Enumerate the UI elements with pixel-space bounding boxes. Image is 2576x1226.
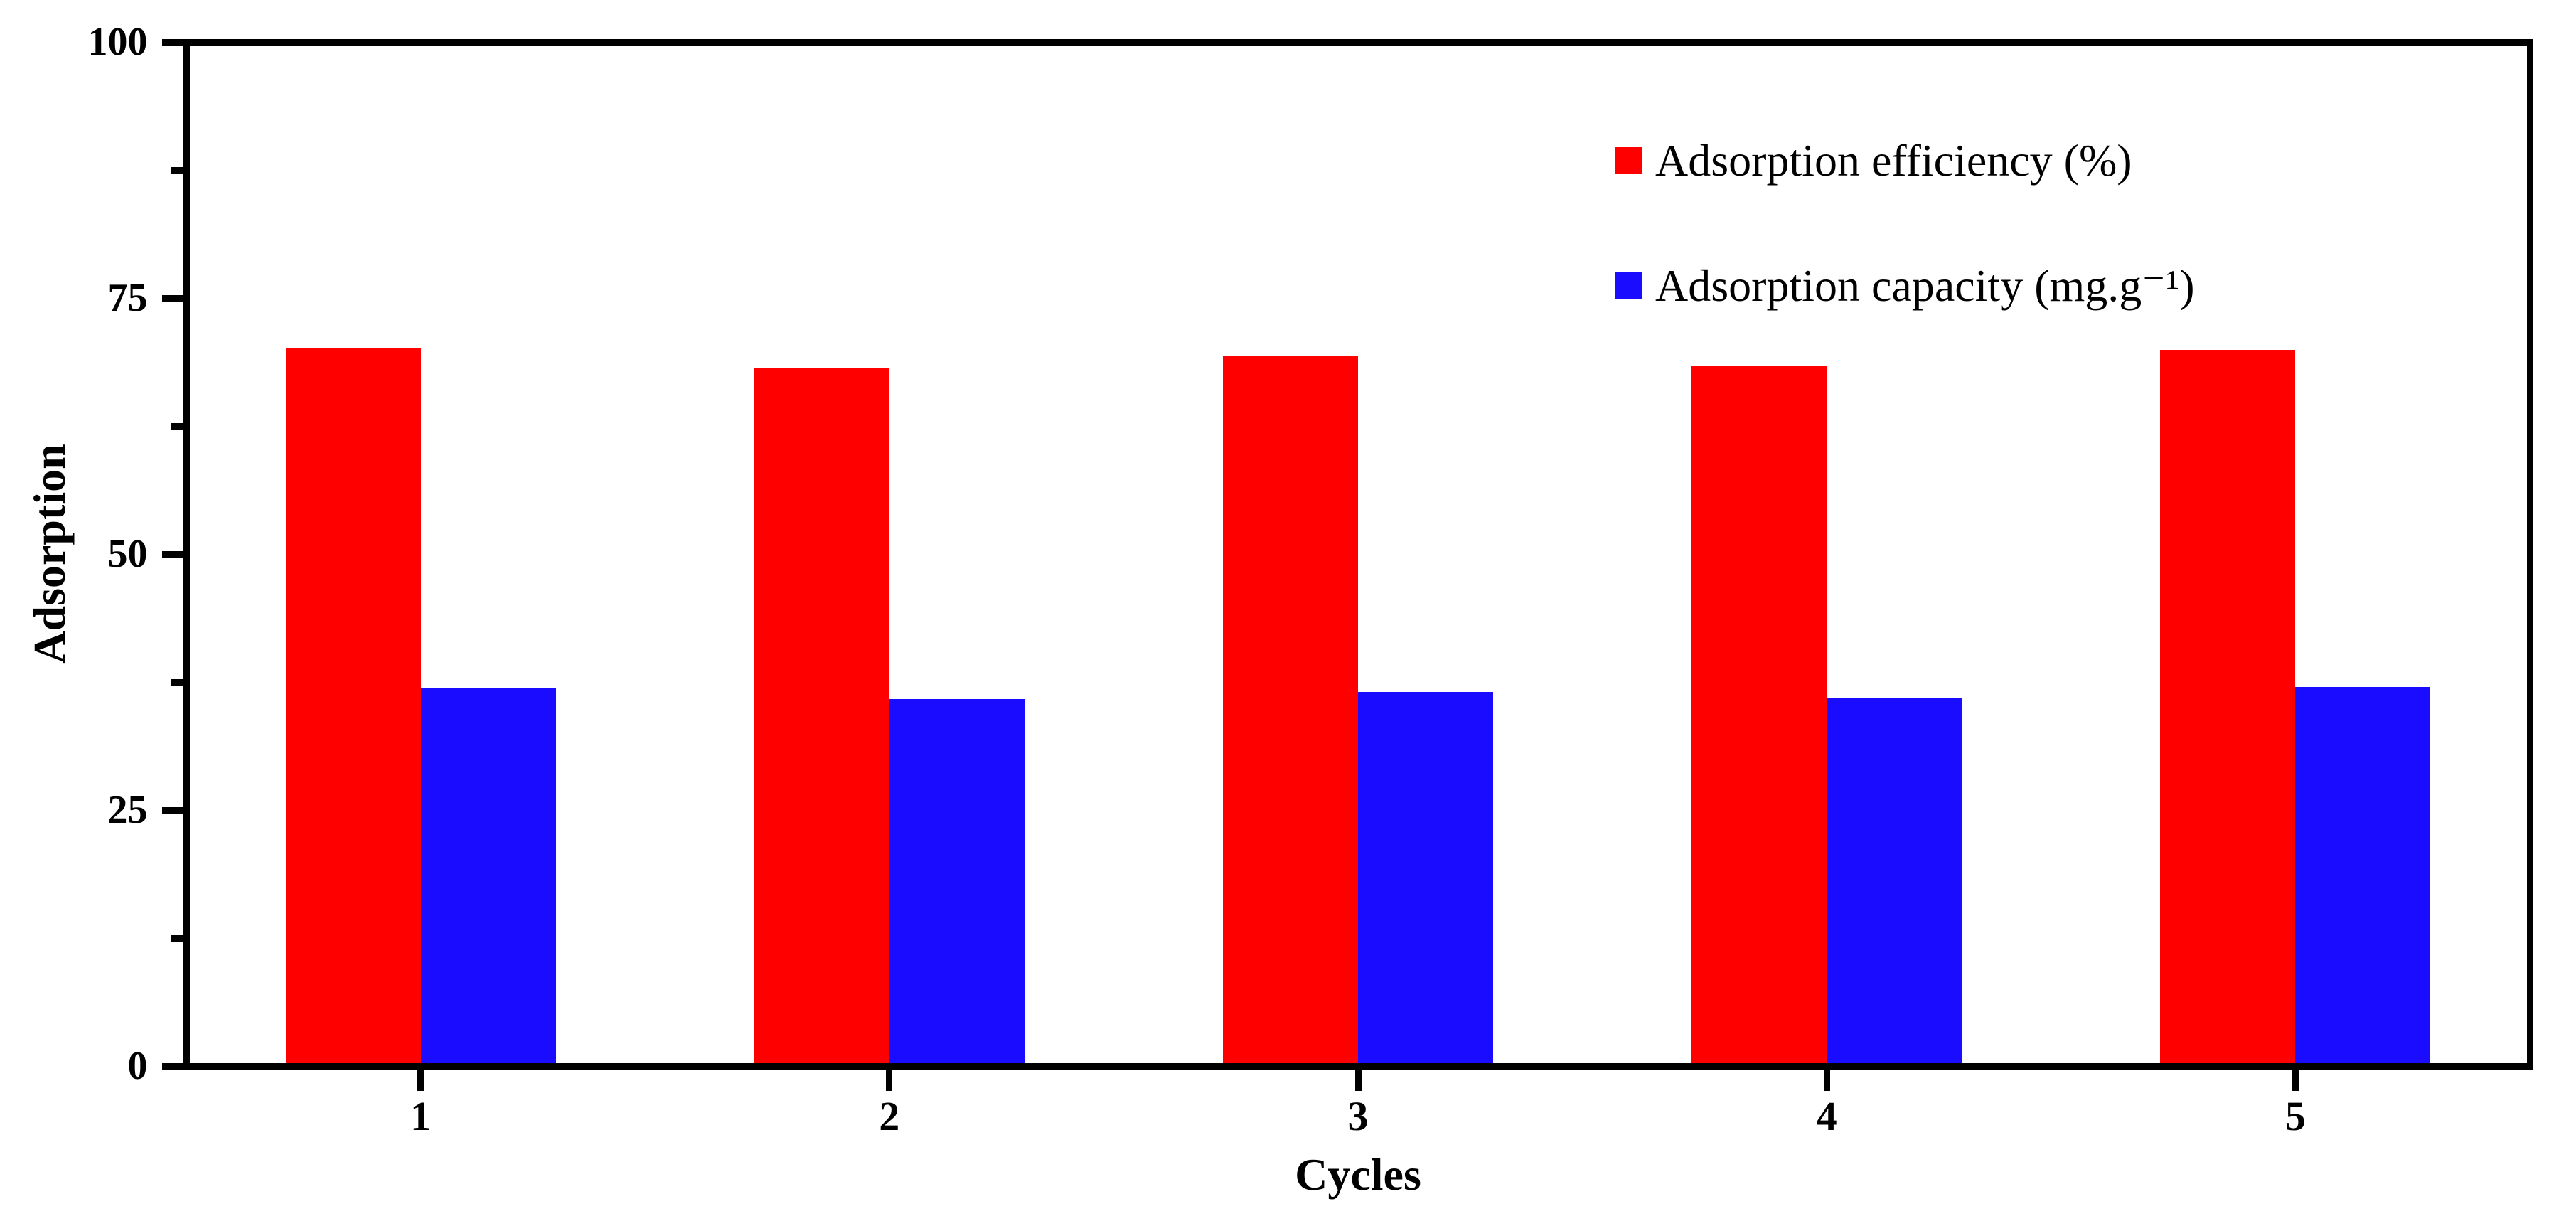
- bar-capacity-cycle-2: [889, 699, 1025, 1066]
- y-minor-tick: [171, 422, 183, 430]
- plot-frame-left: [183, 38, 190, 1070]
- y-tick-label: 50: [107, 532, 148, 576]
- x-major-tick: [417, 1069, 424, 1091]
- capacity-legend-swatch: [1615, 272, 1642, 299]
- x-major-tick: [1354, 1069, 1362, 1091]
- y-major-tick: [161, 1062, 183, 1070]
- y-tick-label: 100: [87, 20, 148, 64]
- y-major-tick: [161, 294, 183, 302]
- y-tick-label: 0: [127, 1044, 148, 1088]
- legend-entry: Adsorption capacity (mg.g⁻¹): [1615, 260, 2195, 311]
- x-major-tick: [1823, 1069, 1830, 1091]
- x-tick-label: 5: [2284, 1093, 2306, 1139]
- legend-label: Adsorption capacity (mg.g⁻¹): [1655, 260, 2195, 311]
- y-minor-tick: [171, 166, 183, 174]
- y-tick-label: 25: [107, 788, 148, 832]
- bar-capacity-cycle-4: [1827, 698, 1962, 1066]
- efficiency-legend-swatch: [1615, 147, 1642, 174]
- plot-frame-right: [2526, 38, 2533, 1070]
- bar-capacity-cycle-5: [2295, 687, 2431, 1066]
- x-tick-label: 3: [1347, 1093, 1369, 1139]
- x-major-tick: [886, 1069, 893, 1091]
- y-minor-tick: [171, 934, 183, 942]
- bar-efficiency-cycle-5: [2160, 350, 2296, 1066]
- legend-entry: Adsorption efficiency (%): [1615, 135, 2132, 186]
- y-minor-tick: [171, 678, 183, 686]
- x-axis-title: Cycles: [1295, 1149, 1421, 1200]
- legend-label: Adsorption efficiency (%): [1655, 135, 2132, 186]
- bar-efficiency-cycle-2: [754, 367, 889, 1066]
- y-tick-label: 75: [107, 276, 148, 320]
- bar-efficiency-cycle-4: [1691, 366, 1827, 1066]
- x-tick-label: 2: [879, 1093, 900, 1139]
- y-major-tick: [161, 550, 183, 558]
- x-tick-label: 4: [1816, 1093, 1837, 1139]
- bar-efficiency-cycle-3: [1223, 356, 1358, 1066]
- plot-frame-bottom: [183, 1062, 2533, 1070]
- y-major-tick: [161, 806, 183, 814]
- bar-efficiency-cycle-1: [285, 348, 421, 1066]
- bar-capacity-cycle-1: [420, 688, 556, 1066]
- bar-capacity-cycle-3: [1358, 692, 1493, 1066]
- x-tick-label: 1: [410, 1093, 432, 1139]
- plot-frame-top: [183, 38, 2533, 46]
- x-major-tick: [2292, 1069, 2299, 1091]
- y-major-tick: [161, 38, 183, 46]
